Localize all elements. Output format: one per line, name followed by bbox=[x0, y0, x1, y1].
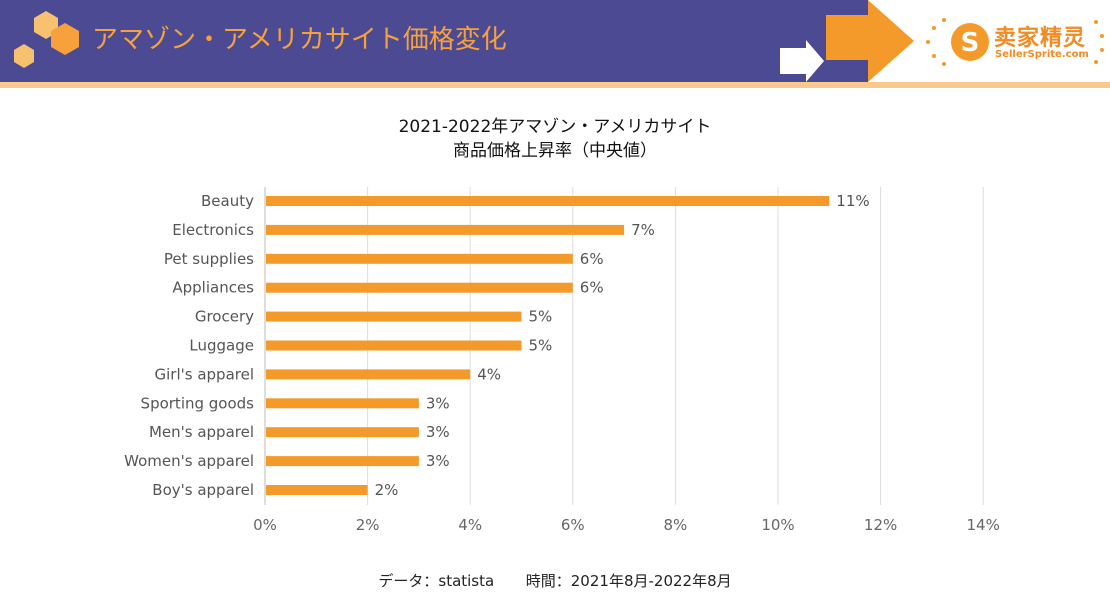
category-label: Luggage bbox=[189, 337, 254, 355]
x-tick-label: 4% bbox=[458, 516, 482, 534]
category-label: Girl's apparel bbox=[155, 365, 255, 383]
x-tick-label: 12% bbox=[864, 516, 897, 534]
data-label: 3% bbox=[426, 452, 450, 470]
x-tick-label: 2% bbox=[356, 516, 380, 534]
data-label: 2% bbox=[375, 481, 399, 499]
bar bbox=[266, 427, 419, 438]
category-label: Grocery bbox=[195, 308, 254, 326]
x-tick-label: 14% bbox=[967, 516, 1000, 534]
data-label: 6% bbox=[580, 250, 604, 268]
x-tick-label: 10% bbox=[761, 516, 794, 534]
data-label: 5% bbox=[529, 337, 553, 355]
page-title: アマゾン・アメリカサイト価格変化 bbox=[92, 25, 507, 55]
x-tick-label: 8% bbox=[664, 516, 688, 534]
hexagon-logo-icon bbox=[14, 11, 79, 68]
bar bbox=[266, 398, 419, 409]
bar bbox=[266, 253, 573, 264]
logo-text-cn: 卖家精灵 bbox=[994, 26, 1087, 51]
arrow-right-icon bbox=[780, 0, 876, 82]
category-label: Men's apparel bbox=[149, 423, 254, 441]
chart-title-line2: 商品価格上昇率（中央値） bbox=[453, 141, 657, 161]
bar bbox=[266, 311, 522, 322]
data-label: 3% bbox=[426, 394, 450, 412]
category-label: Boy's apparel bbox=[152, 481, 254, 499]
bar bbox=[266, 196, 830, 206]
category-label: Beauty bbox=[201, 192, 254, 210]
data-label: 3% bbox=[426, 423, 450, 441]
arrow-tip-icon bbox=[868, 0, 914, 82]
category-label: Women's apparel bbox=[124, 452, 254, 470]
category-label: Electronics bbox=[172, 221, 254, 239]
data-label: 6% bbox=[580, 279, 604, 297]
chart-title-line1: 2021-2022年アマゾン・アメリカサイト bbox=[398, 117, 712, 137]
svg-text:S: S bbox=[961, 28, 980, 58]
bar bbox=[266, 282, 573, 293]
footer-period: 時間：2021年8月-2022年8月 bbox=[525, 572, 732, 590]
bar bbox=[266, 224, 625, 235]
bar-chart: 0% 2% 4% 6% 8% 10% 12% 14% Beauty 11% Electronics 7… bbox=[124, 187, 1000, 534]
bar bbox=[266, 340, 522, 351]
data-label: 5% bbox=[529, 308, 553, 326]
x-tick-label: 0% bbox=[253, 516, 277, 534]
sellersprite-logo-icon: S bbox=[926, 18, 1104, 66]
chart-footer: データ：statista 時間：2021年8月-2022年8月 bbox=[0, 570, 1110, 591]
footer-source: データ：statista bbox=[378, 572, 495, 590]
bar bbox=[266, 456, 419, 467]
data-label: 4% bbox=[477, 365, 501, 383]
category-label: Appliances bbox=[172, 279, 254, 297]
header-divider bbox=[0, 82, 1110, 88]
data-label: 7% bbox=[631, 221, 655, 239]
logo-panel bbox=[868, 0, 1110, 82]
bar bbox=[266, 485, 368, 495]
x-tick-label: 6% bbox=[561, 516, 585, 534]
logo-text-en: SellerSprite.com bbox=[995, 49, 1089, 60]
category-label: Sporting goods bbox=[141, 394, 255, 412]
category-label: Pet supplies bbox=[164, 250, 254, 268]
bar bbox=[266, 369, 471, 380]
data-label: 11% bbox=[836, 192, 869, 210]
